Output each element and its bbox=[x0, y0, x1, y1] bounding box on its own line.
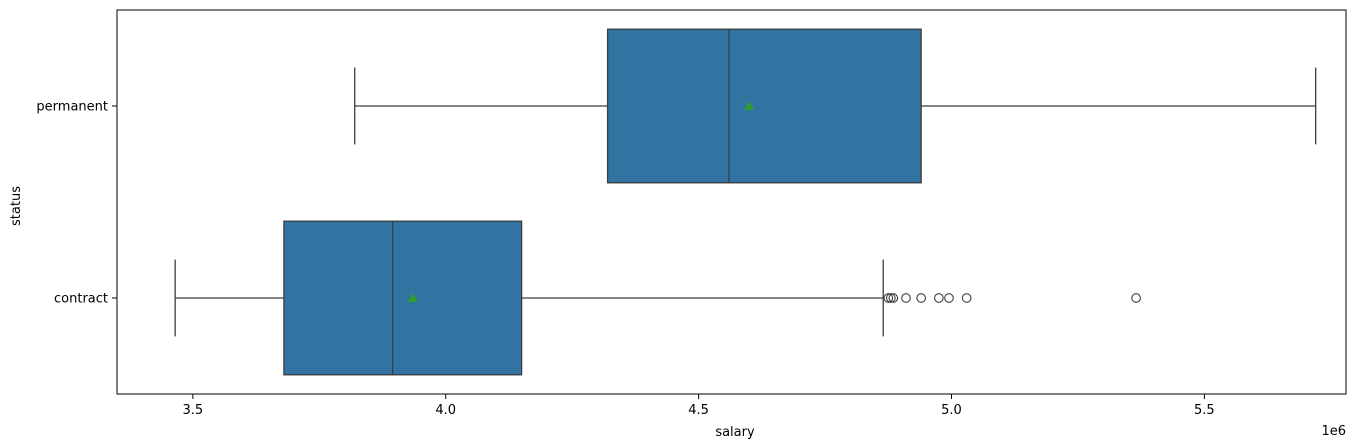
axis-layer: 3.5 4.0 4.5 5.0 5.5 permanent contract bbox=[36, 9, 1347, 418]
mean-marker-contract bbox=[407, 293, 418, 302]
outlier-point-contract bbox=[961, 293, 972, 303]
mean-marker-permanent bbox=[744, 101, 755, 110]
outlier-point-contract bbox=[934, 293, 944, 303]
x-tick-label: 5.5 bbox=[1194, 403, 1215, 418]
x-tick-label: 4.5 bbox=[688, 403, 709, 418]
outlier-point-contract bbox=[944, 293, 954, 303]
outlier-point-contract bbox=[883, 293, 894, 303]
box-contract bbox=[283, 220, 523, 376]
x-axis-label: salary bbox=[715, 425, 755, 440]
plot-frame bbox=[116, 9, 1347, 395]
y-axis-label: status bbox=[9, 186, 24, 226]
outlier-point-contract bbox=[916, 293, 927, 303]
x-axis-offset-label: 1e6 bbox=[1321, 424, 1346, 439]
outlier-point-contract bbox=[888, 293, 899, 303]
box-permanent bbox=[606, 28, 922, 184]
outlier-point-contract bbox=[885, 293, 896, 303]
x-tick-label: 5.0 bbox=[941, 403, 962, 418]
outlier-point-contract bbox=[1131, 293, 1141, 303]
outlier-point-contract bbox=[901, 293, 911, 303]
y-tick-label: permanent bbox=[36, 100, 108, 115]
y-tick-label: contract bbox=[54, 292, 108, 307]
x-tick-label: 4.0 bbox=[435, 403, 456, 418]
x-tick-label: 3.5 bbox=[183, 403, 204, 418]
plot-layer bbox=[174, 28, 1317, 376]
